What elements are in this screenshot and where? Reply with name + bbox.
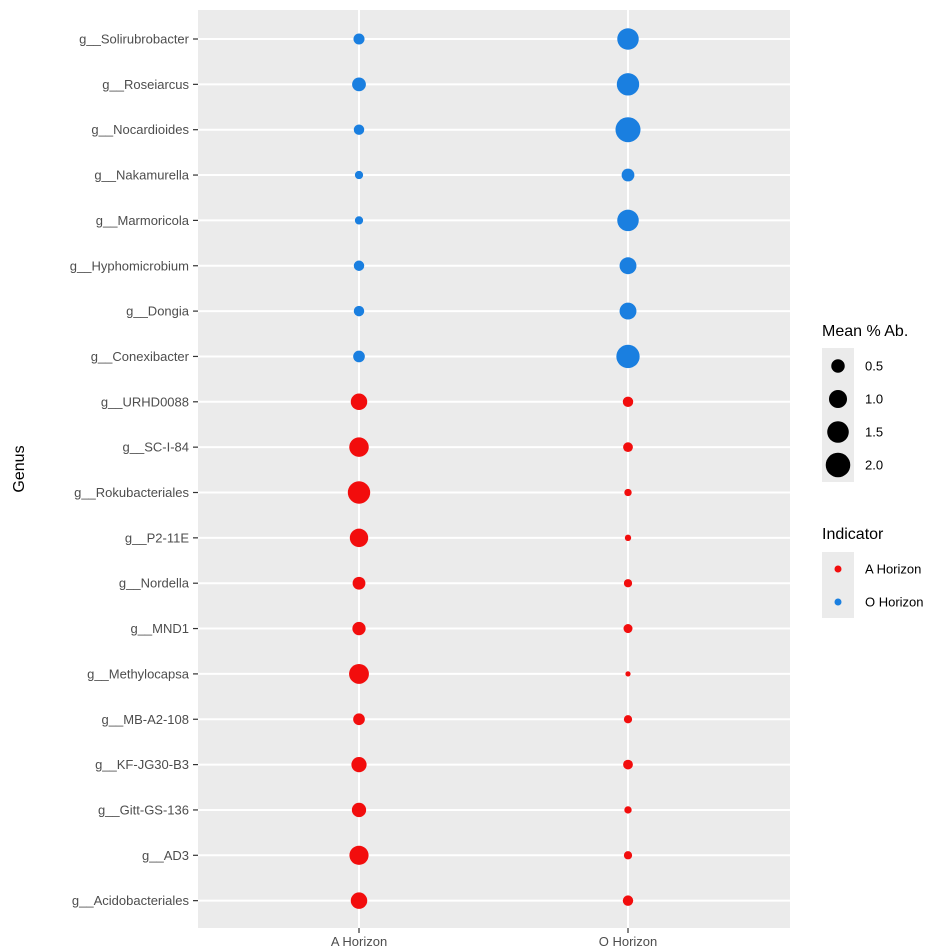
point-o-horizon [624, 806, 632, 814]
point-a-horizon [353, 124, 365, 135]
color-legend-key [834, 598, 842, 606]
point-o-horizon [617, 28, 639, 50]
y-tick-label: g__URHD0088 [101, 394, 189, 409]
point-a-horizon [353, 713, 365, 726]
size-legend-key [825, 452, 851, 478]
point-a-horizon [353, 350, 365, 363]
y-tick-label: g__Hyphomicrobium [70, 258, 189, 273]
point-a-horizon [349, 528, 369, 548]
point-o-horizon [624, 488, 632, 497]
x-tick-label: O Horizon [599, 934, 658, 949]
y-tick-label: g__Marmoricola [96, 213, 190, 228]
point-a-horizon [353, 260, 365, 271]
point-o-horizon [623, 579, 633, 588]
y-tick-label: g__MND1 [130, 621, 189, 636]
y-tick-label: g__Nordella [119, 576, 190, 591]
point-a-horizon [353, 305, 365, 317]
color-legend: Indicator A Horizon O Horizon [822, 526, 924, 618]
point-o-horizon [616, 344, 640, 369]
color-legend-key-background [822, 552, 854, 618]
x-tick-label: A Horizon [331, 934, 387, 949]
y-tick-label: g__MB-A2-108 [102, 712, 189, 727]
color-legend-label: A Horizon [865, 562, 921, 577]
point-a-horizon [352, 576, 366, 590]
point-a-horizon [351, 802, 367, 818]
size-legend-key [828, 389, 848, 409]
point-o-horizon [623, 442, 633, 453]
y-tick-label: g__Nocardioides [91, 122, 189, 137]
size-legend-label: 1.0 [865, 392, 883, 407]
size-legend-key [831, 359, 845, 373]
y-tick-label: g__AD3 [142, 848, 189, 863]
point-a-horizon [350, 892, 368, 909]
point-a-horizon [350, 393, 368, 411]
point-o-horizon [621, 168, 635, 182]
point-a-horizon [352, 77, 366, 92]
point-o-horizon [619, 302, 637, 320]
point-a-horizon [353, 33, 365, 45]
size-legend: Mean % Ab. 0.5 1.0 1.5 2.0 [822, 323, 908, 482]
y-axis-title: Genus [11, 445, 28, 492]
size-legend-label: 2.0 [865, 458, 883, 473]
y-tick-label: g__Conexibacter [91, 349, 190, 364]
y-tick-label: g__Rokubacteriales [74, 485, 189, 500]
point-o-horizon [619, 257, 637, 275]
point-o-horizon [623, 715, 633, 724]
y-tick-label: g__Methylocapsa [87, 666, 190, 681]
y-tick-label: g__KF-JG30-B3 [95, 757, 189, 772]
point-a-horizon [349, 663, 369, 684]
y-tick-label: g__SC-I-84 [123, 440, 189, 455]
size-legend-key [827, 421, 849, 443]
color-legend-title: Indicator [822, 526, 884, 543]
point-a-horizon [352, 621, 366, 636]
color-legend-key [834, 565, 842, 573]
size-legend-label: 1.5 [865, 425, 883, 440]
point-o-horizon [623, 624, 633, 634]
y-tick-label: g__Gitt-GS-136 [98, 802, 189, 817]
y-tick-label: g__Acidobacteriales [72, 893, 190, 908]
point-a-horizon [351, 757, 367, 773]
size-legend-title: Mean % Ab. [822, 323, 908, 340]
point-o-horizon [624, 534, 632, 542]
point-o-horizon [623, 851, 633, 860]
point-a-horizon [354, 170, 364, 180]
gridlines [198, 10, 790, 928]
point-o-horizon [615, 117, 641, 143]
y-tick-label: g__P2-11E [125, 530, 189, 545]
y-tick-label: g__Solirubrobacter [79, 32, 190, 47]
y-axis: g__Solirubrobacter g__Roseiarcus g__Nocard… [70, 32, 198, 908]
point-a-horizon [347, 481, 371, 504]
color-legend-label: O Horizon [865, 595, 924, 610]
point-o-horizon [617, 209, 639, 232]
point-a-horizon [349, 437, 369, 457]
point-a-horizon [349, 845, 369, 865]
y-tick-label: g__Roseiarcus [102, 77, 189, 92]
size-legend-label: 0.5 [865, 359, 883, 374]
point-o-horizon [625, 671, 631, 677]
point-o-horizon [622, 895, 634, 906]
point-o-horizon [616, 73, 640, 96]
y-tick-label: g__Nakamurella [94, 168, 189, 183]
x-axis: A Horizon O Horizon [331, 928, 657, 949]
y-tick-label: g__Dongia [126, 304, 190, 319]
point-o-horizon [623, 759, 633, 770]
point-a-horizon [354, 216, 364, 225]
point-o-horizon [622, 396, 634, 408]
data-points [347, 28, 641, 909]
panel-background [198, 10, 790, 928]
